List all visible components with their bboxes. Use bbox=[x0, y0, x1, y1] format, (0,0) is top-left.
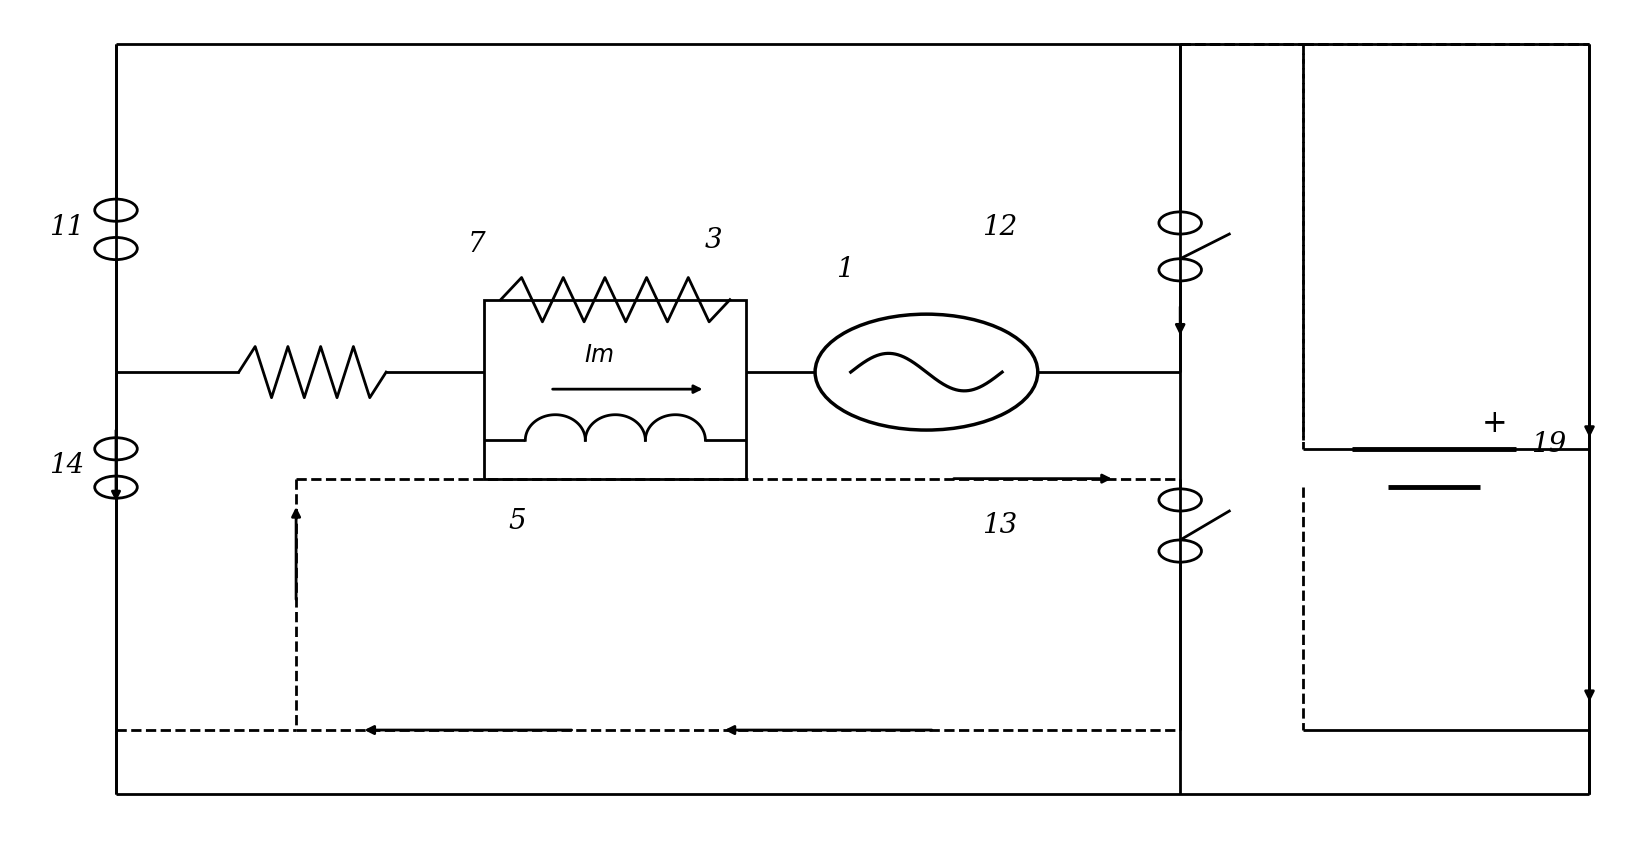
Text: 13: 13 bbox=[982, 512, 1018, 539]
Text: 5: 5 bbox=[508, 508, 526, 534]
Text: 7: 7 bbox=[467, 231, 485, 257]
Text: 11: 11 bbox=[49, 214, 85, 241]
Bar bbox=[484, 299, 746, 479]
Text: 3: 3 bbox=[705, 227, 721, 254]
Text: 19: 19 bbox=[1529, 431, 1565, 458]
Text: $Im$: $Im$ bbox=[583, 343, 613, 367]
Text: 1: 1 bbox=[836, 256, 852, 283]
Text: 14: 14 bbox=[49, 452, 85, 480]
Text: 12: 12 bbox=[982, 214, 1018, 241]
Text: +: + bbox=[1480, 408, 1506, 439]
